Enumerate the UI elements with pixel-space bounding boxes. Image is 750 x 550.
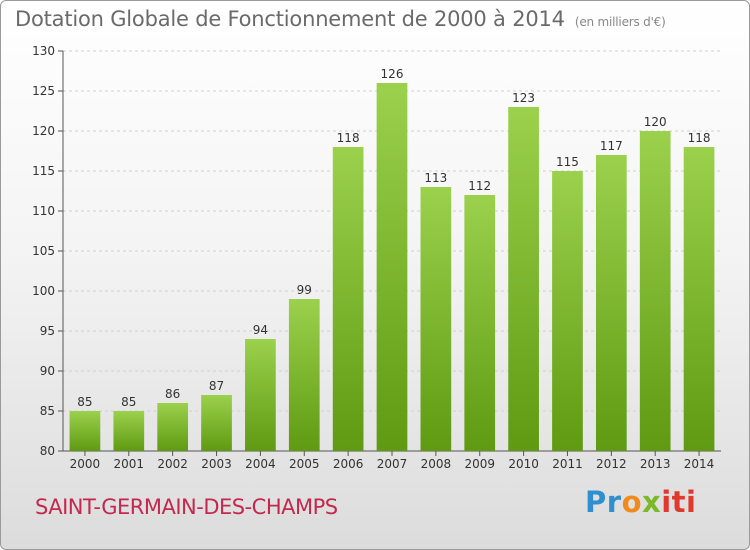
bar [420,187,452,451]
data-label: 118 [688,131,711,145]
data-label: 113 [424,171,447,185]
data-label: 87 [209,379,224,393]
bar [552,171,583,451]
y-tick-label: 90 [40,364,55,378]
proxiti-logo: Proxiti [585,485,696,519]
x-tick-label: 2002 [157,457,188,471]
logo-part: Pr [585,485,622,519]
chart-unit: (en milliers d'€) [574,15,666,29]
x-tick-label: 2004 [245,457,276,471]
data-label: 86 [165,387,180,401]
x-tick-label: 2006 [333,457,364,471]
bar [376,83,408,451]
commune-name: SAINT-GERMAIN-DES-CHAMPS [35,495,338,519]
bar [595,155,627,451]
bar [508,107,539,451]
y-tick-label: 85 [40,404,55,418]
x-tick-label: 2000 [70,457,101,471]
y-tick-label: 130 [32,44,55,58]
logo-part: x [642,485,662,519]
data-label: 120 [644,115,667,129]
y-tick-label: 80 [40,444,55,458]
y-tick-label: 125 [32,84,55,98]
data-label: 99 [297,283,312,297]
data-label: 118 [337,131,360,145]
bar [464,195,496,451]
y-tick-label: 100 [32,284,55,298]
x-tick-label: 2009 [464,457,495,471]
data-label: 112 [468,179,491,193]
data-label: 85 [121,395,136,409]
x-tick-label: 2011 [552,457,583,471]
x-tick-label: 2003 [201,457,232,471]
x-tick-label: 2012 [596,457,627,471]
logo-part: iti [661,485,697,519]
bar [157,403,189,451]
x-tick-label: 2010 [508,457,539,471]
bar [245,339,276,451]
bar [288,299,320,451]
data-label: 85 [77,395,92,409]
data-label: 115 [556,155,579,169]
chart-title-text: Dotation Globale de Fonctionnement de 20… [15,7,565,31]
x-tick-label: 2013 [640,457,671,471]
y-tick-label: 110 [32,204,55,218]
bar [69,411,101,451]
y-tick-label: 95 [40,324,55,338]
data-label: 117 [600,139,623,153]
bar [332,147,364,451]
data-label: 94 [253,323,268,337]
x-tick-label: 2008 [421,457,452,471]
bar [113,411,145,451]
chart-title: Dotation Globale de Fonctionnement de 20… [15,7,666,31]
x-tick-label: 2007 [377,457,408,471]
bar [639,131,671,451]
y-tick-label: 115 [32,164,55,178]
data-label: 126 [381,67,404,81]
x-tick-label: 2001 [114,457,145,471]
x-tick-label: 2014 [684,457,715,471]
data-label: 123 [512,91,535,105]
bar [683,147,715,451]
bar [201,395,232,451]
y-tick-label: 120 [32,124,55,138]
logo-part: o [621,485,642,519]
x-tick-label: 2005 [289,457,320,471]
y-tick-label: 105 [32,244,55,258]
